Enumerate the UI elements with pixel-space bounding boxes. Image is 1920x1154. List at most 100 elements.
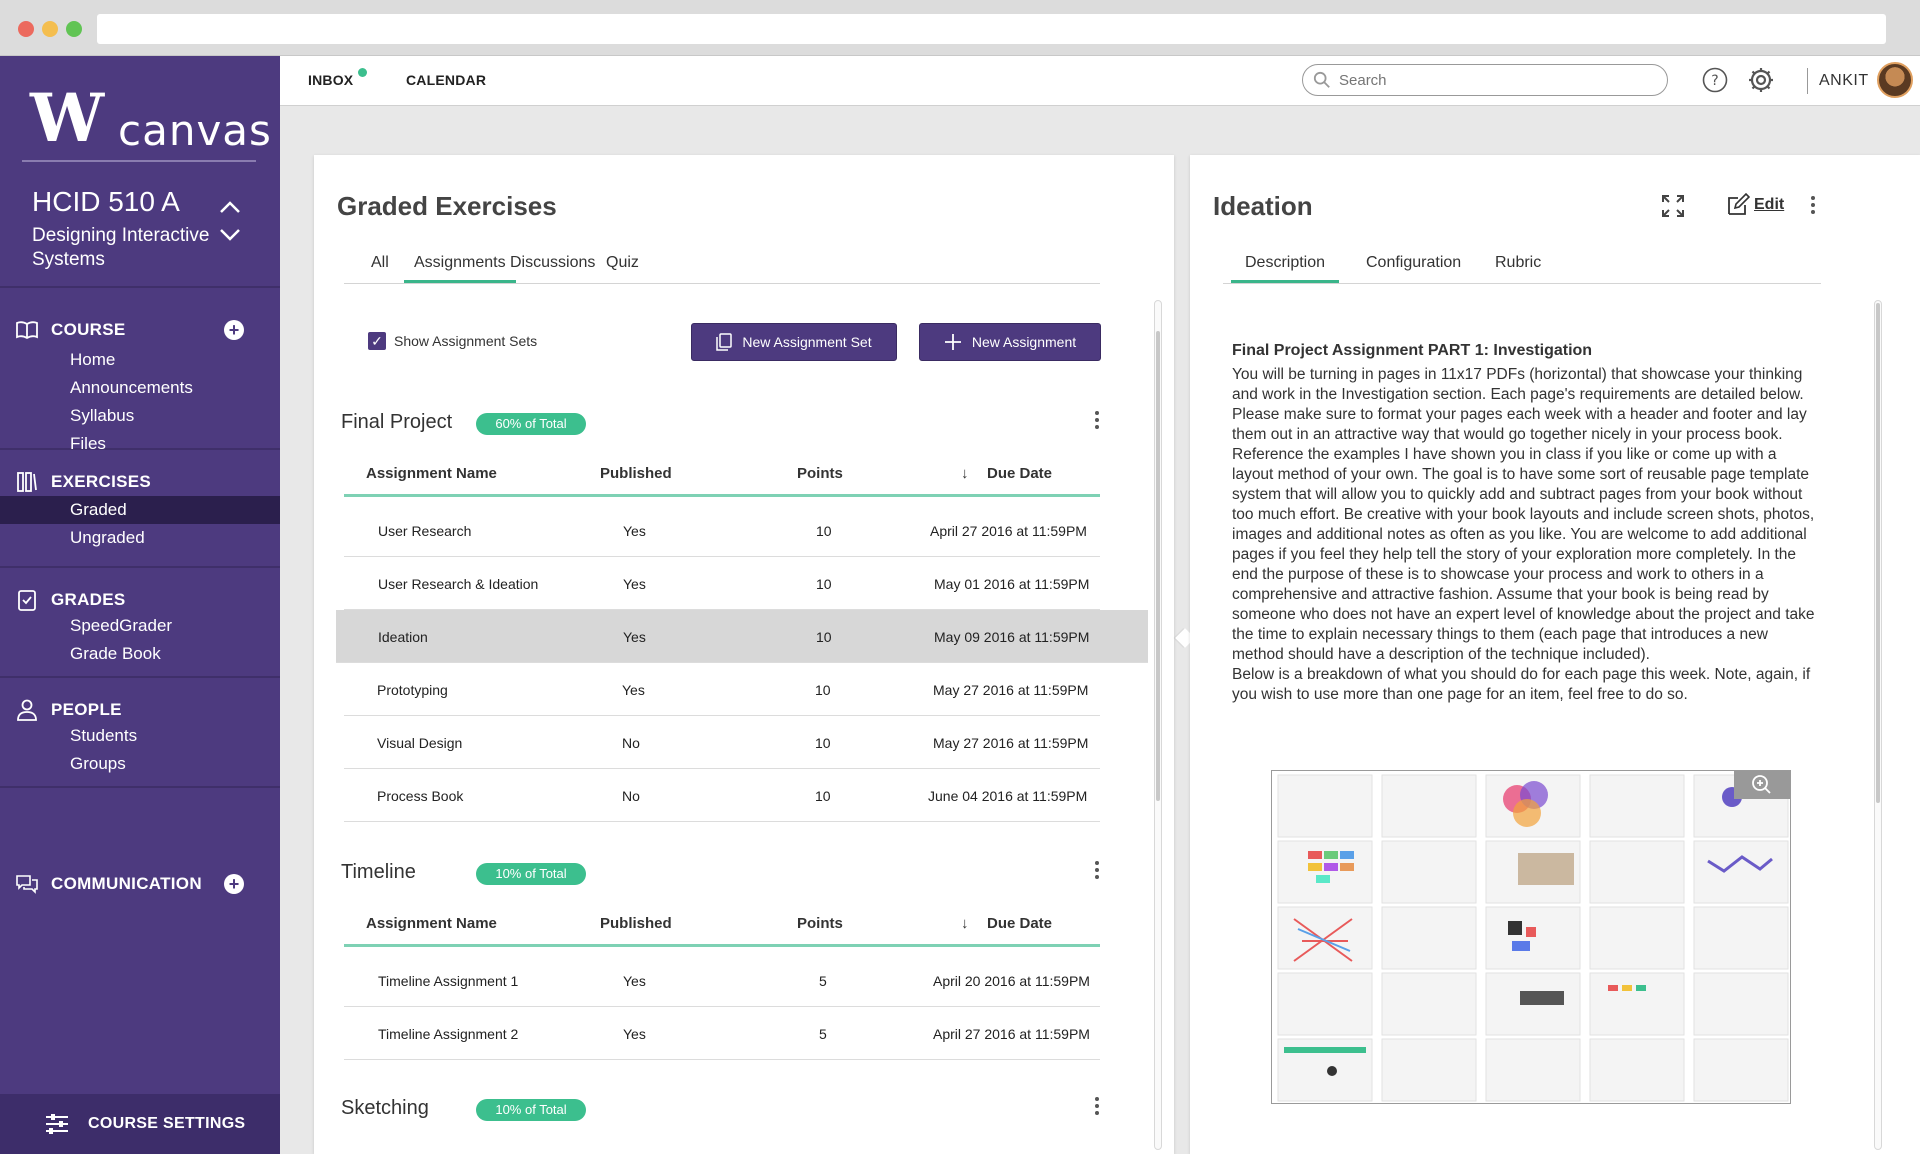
table-row[interactable]: User Research & Ideation Yes 10 May 01 2016… <box>344 557 1100 610</box>
published-value: Yes <box>623 576 646 592</box>
column-header-published[interactable]: Published <box>600 915 672 932</box>
due-date-value: April 27 2016 at 11:59PM <box>933 1026 1090 1042</box>
unread-indicator <box>358 68 367 77</box>
close-window-icon[interactable] <box>18 21 34 37</box>
scrollbar-thumb[interactable] <box>1156 331 1160 801</box>
nav-section-exercises: EXERCISES Graded Ungraded <box>0 450 280 568</box>
nav-head-people[interactable]: PEOPLE <box>15 698 122 722</box>
tab-rubric[interactable]: Rubric <box>1495 254 1542 271</box>
sidebar-item-speedgrader[interactable]: SpeedGrader <box>70 616 173 635</box>
expand-icon[interactable] <box>1660 193 1686 219</box>
published-value: Yes <box>623 629 646 645</box>
due-date-value: April 20 2016 at 11:59PM <box>933 973 1090 989</box>
sidebar-item-ungraded[interactable]: Ungraded <box>70 528 145 547</box>
help-icon[interactable]: ? <box>1702 67 1728 93</box>
tab-assignments[interactable]: Assignments <box>404 254 516 283</box>
column-header-name[interactable]: Assignment Name <box>366 915 497 932</box>
nav-head-exercises[interactable]: EXERCISES <box>15 470 151 494</box>
gear-icon[interactable] <box>1746 65 1776 95</box>
table-row-selected[interactable]: Ideation Yes 10 May 09 2016 at 11:59PM <box>336 610 1148 663</box>
scrollbar[interactable] <box>1154 300 1162 1150</box>
sidebar-item-announcements[interactable]: Announcements <box>70 378 193 397</box>
column-header-points[interactable]: Points <box>797 465 843 482</box>
svg-text:?: ? <box>1711 73 1718 89</box>
nav-head-communication[interactable]: COMMUNICATION <box>15 872 202 896</box>
minimize-window-icon[interactable] <box>42 21 58 37</box>
tab-quiz[interactable]: Quiz <box>606 254 639 271</box>
nav-head-label: COMMUNICATION <box>51 874 202 893</box>
chevron-up-icon[interactable] <box>218 196 242 220</box>
table-row[interactable]: Visual Design No 10 May 27 2016 at 11:59PM <box>344 716 1100 769</box>
tab-configuration[interactable]: Configuration <box>1366 254 1462 271</box>
more-options-icon[interactable] <box>1094 411 1100 432</box>
address-bar[interactable] <box>97 14 1886 44</box>
nav-head-grades[interactable]: GRADES <box>15 588 126 612</box>
nav-head-course[interactable]: COURSE <box>15 318 126 342</box>
sidebar-item-students[interactable]: Students <box>70 726 138 745</box>
points-value: 10 <box>815 788 831 804</box>
more-options-icon[interactable] <box>1810 196 1816 217</box>
edit-icon <box>1728 193 1750 215</box>
published-value: No <box>622 735 640 751</box>
divider <box>22 160 256 162</box>
chevron-down-icon[interactable] <box>218 222 242 246</box>
add-course-item-button[interactable]: + <box>224 320 244 340</box>
table-row[interactable]: Timeline Assignment 2 Yes 5 April 27 2016 a… <box>344 1007 1100 1060</box>
new-assignment-button[interactable]: New Assignment <box>919 323 1101 361</box>
table-row[interactable]: Timeline Assignment 1 Yes 5 April 20 2016 a… <box>344 954 1100 1007</box>
published-value: Yes <box>623 523 646 539</box>
person-icon <box>17 699 37 721</box>
add-communication-button[interactable]: + <box>224 874 244 894</box>
scrollbar[interactable] <box>1874 300 1882 1150</box>
sidebar-item-files[interactable]: Files <box>70 434 106 453</box>
weight-badge: 60% of Total <box>476 413 586 435</box>
sidebar: W canvas HCID 510 A Designing Interactiv… <box>0 56 280 1154</box>
maximize-window-icon[interactable] <box>66 21 82 37</box>
tab-all[interactable]: All <box>371 254 389 271</box>
new-assignment-set-button[interactable]: New Assignment Set <box>691 323 897 361</box>
points-value: 10 <box>815 682 831 698</box>
table-row[interactable]: Process Book No 10 June 04 2016 at 11:59PM <box>344 769 1100 822</box>
sort-down-icon[interactable]: ↓ <box>961 465 969 482</box>
more-options-icon[interactable] <box>1094 1097 1100 1118</box>
table-row[interactable]: User Research Yes 10 April 27 2016 at 11:59… <box>344 504 1100 557</box>
table-row[interactable]: Prototyping Yes 10 May 27 2016 at 11:59PM <box>344 663 1100 716</box>
column-header-due-date[interactable]: Due Date <box>987 915 1053 932</box>
user-name[interactable]: ANKIT <box>1819 72 1869 89</box>
more-options-icon[interactable] <box>1094 861 1100 882</box>
course-settings-button[interactable]: COURSE SETTINGS <box>0 1094 280 1154</box>
sidebar-item-grade-book[interactable]: Grade Book <box>70 644 161 663</box>
calendar-link[interactable]: CALENDAR <box>406 72 487 88</box>
sidebar-item-groups[interactable]: Groups <box>70 754 126 773</box>
course-switcher[interactable]: HCID 510 A Designing Interactive Systems <box>0 176 280 288</box>
zoom-in-icon[interactable] <box>1734 771 1790 799</box>
search-input[interactable] <box>1339 71 1639 89</box>
copy-icon <box>716 333 733 351</box>
column-header-published[interactable]: Published <box>600 465 672 482</box>
search-box[interactable] <box>1302 64 1668 96</box>
process-book-preview[interactable] <box>1271 770 1791 1104</box>
column-header-points[interactable]: Points <box>797 915 843 932</box>
avatar[interactable] <box>1877 62 1913 98</box>
scrollbar-thumb[interactable] <box>1876 303 1880 803</box>
inbox-link[interactable]: INBOX <box>308 72 354 88</box>
sidebar-item-syllabus[interactable]: Syllabus <box>70 406 135 425</box>
assignment-name: Process Book <box>377 788 464 804</box>
tab-discussions[interactable]: Discussions <box>510 254 596 271</box>
nav-section-course: COURSE + Home Announcements Syllabus Fil… <box>0 288 280 453</box>
show-assignment-sets-checkbox[interactable]: ✓ <box>368 332 386 350</box>
logo-mark: W <box>30 79 105 157</box>
edit-button[interactable]: Edit <box>1726 193 1784 217</box>
description-heading: Final Project Assignment PART 1: Investi… <box>1232 342 1593 359</box>
browser-chrome <box>0 0 1920 56</box>
sidebar-item-home[interactable]: Home <box>70 350 116 369</box>
page-title: Graded Exercises <box>337 191 557 221</box>
sidebar-item-graded[interactable]: Graded <box>0 496 280 524</box>
column-header-due-date[interactable]: Due Date <box>987 465 1053 482</box>
column-header-name[interactable]: Assignment Name <box>366 465 497 482</box>
sort-down-icon[interactable]: ↓ <box>961 915 969 932</box>
tab-description[interactable]: Description <box>1231 254 1340 283</box>
nav-head-label: PEOPLE <box>51 700 122 719</box>
logo[interactable]: W canvas <box>30 78 271 158</box>
